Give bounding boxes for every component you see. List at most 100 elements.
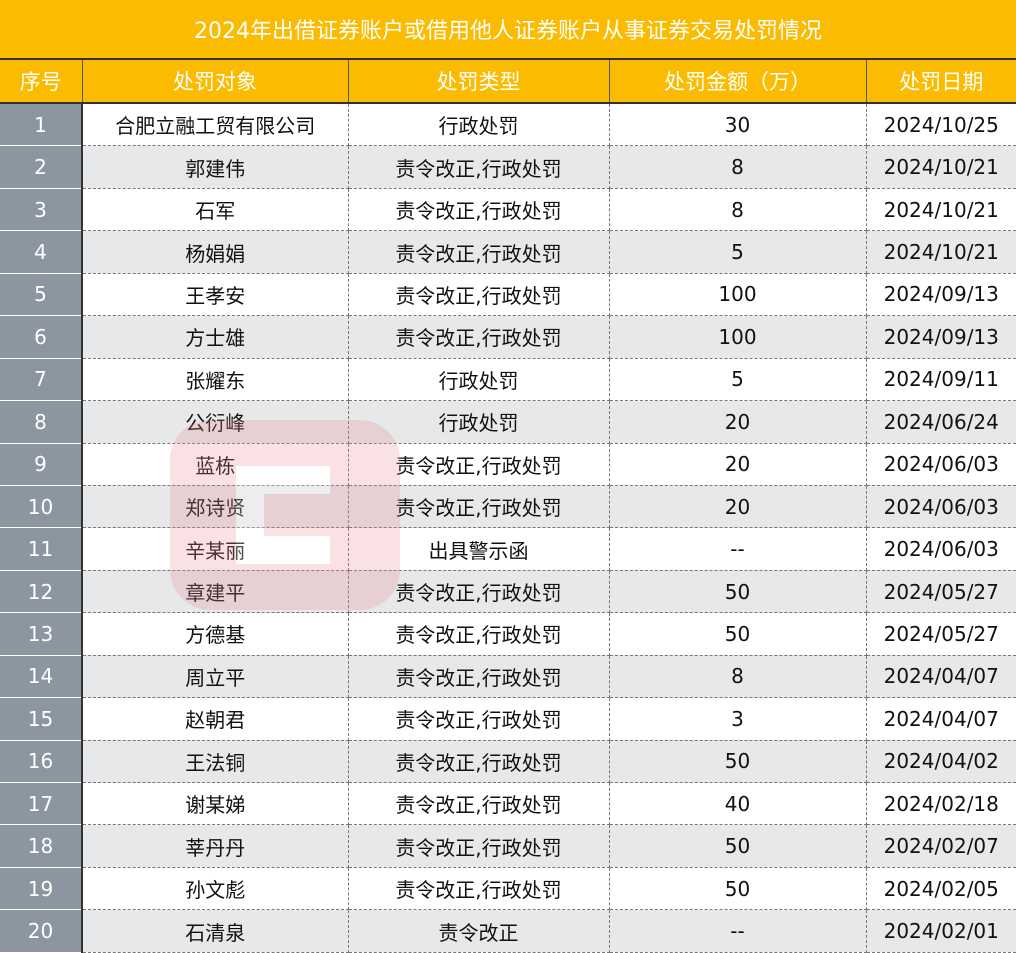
amount-cell: 50 — [609, 612, 867, 656]
row-index: 5 — [0, 273, 83, 317]
row-index: 7 — [0, 358, 83, 402]
subject-cell: 方德基 — [82, 612, 349, 656]
date-cell: 2024/02/18 — [866, 782, 1016, 826]
row-index: 11 — [0, 527, 83, 571]
subject-cell: 公衍峰 — [82, 400, 349, 444]
penalty-table: 序号 处罚对象 处罚类型 处罚金额（万） 处罚日期 1 合肥立融工贸有限公司 行政处… — [0, 60, 1016, 953]
type-cell: 责令改正,行政处罚 — [348, 867, 610, 911]
date-cell: 2024/02/07 — [866, 824, 1016, 868]
subject-cell: 王孝安 — [82, 273, 349, 317]
row-index: 18 — [0, 824, 83, 868]
table-row: 5 王孝安 责令改正,行政处罚 100 2024/09/13 — [0, 273, 1016, 317]
header-amount: 处罚金额（万） — [609, 60, 867, 104]
table-row: 14 周立平 责令改正,行政处罚 8 2024/04/07 — [0, 655, 1016, 699]
table-row: 18 莘丹丹 责令改正,行政处罚 50 2024/02/07 — [0, 824, 1016, 868]
header-type: 处罚类型 — [348, 60, 610, 104]
row-index: 3 — [0, 188, 83, 232]
subject-cell: 章建平 — [82, 570, 349, 614]
type-cell: 责令改正 — [348, 909, 610, 953]
amount-cell: 50 — [609, 867, 867, 911]
date-cell: 2024/05/27 — [866, 612, 1016, 656]
subject-cell: 合肥立融工贸有限公司 — [82, 103, 349, 147]
header-date: 处罚日期 — [866, 60, 1016, 104]
date-cell: 2024/10/25 — [866, 103, 1016, 147]
type-cell: 责令改正,行政处罚 — [348, 570, 610, 614]
header-row: 序号 处罚对象 处罚类型 处罚金额（万） 处罚日期 — [0, 60, 1016, 104]
type-cell: 责令改正,行政处罚 — [348, 230, 610, 274]
row-index: 15 — [0, 697, 83, 741]
table-row: 10 郑诗贤 责令改正,行政处罚 20 2024/06/03 — [0, 485, 1016, 529]
subject-cell: 蓝栋 — [82, 443, 349, 486]
subject-cell: 郭建伟 — [82, 145, 349, 189]
table-row: 20 石清泉 责令改正 -- 2024/02/01 — [0, 909, 1016, 953]
subject-cell: 赵朝君 — [82, 697, 349, 741]
date-cell: 2024/04/02 — [866, 740, 1016, 784]
subject-cell: 谢某娣 — [82, 782, 349, 826]
type-cell: 行政处罚 — [348, 400, 610, 444]
type-cell: 责令改正,行政处罚 — [348, 697, 610, 741]
date-cell: 2024/06/03 — [866, 527, 1016, 571]
row-index: 4 — [0, 230, 83, 274]
table-title: 2024年出借证券账户或借用他人证券账户从事证券交易处罚情况 — [0, 0, 1016, 60]
row-index: 2 — [0, 145, 83, 189]
type-cell: 行政处罚 — [348, 103, 610, 147]
amount-cell: 20 — [609, 400, 867, 444]
table-row: 8 公衍峰 行政处罚 20 2024/06/24 — [0, 400, 1016, 444]
row-index: 14 — [0, 655, 83, 699]
row-index: 19 — [0, 867, 83, 911]
header-subject: 处罚对象 — [82, 60, 349, 104]
table-row: 7 张耀东 行政处罚 5 2024/09/11 — [0, 358, 1016, 402]
amount-cell: 40 — [609, 782, 867, 826]
subject-cell: 石军 — [82, 188, 349, 232]
amount-cell: 20 — [609, 485, 867, 529]
table-row: 4 杨娟娟 责令改正,行政处罚 5 2024/10/21 — [0, 230, 1016, 274]
row-index: 12 — [0, 570, 83, 614]
row-index: 16 — [0, 740, 83, 784]
type-cell: 责令改正,行政处罚 — [348, 315, 610, 359]
amount-cell: 30 — [609, 103, 867, 147]
table-row: 12 章建平 责令改正,行政处罚 50 2024/05/27 — [0, 570, 1016, 614]
amount-cell: 8 — [609, 145, 867, 189]
table-row: 13 方德基 责令改正,行政处罚 50 2024/05/27 — [0, 612, 1016, 656]
date-cell: 2024/10/21 — [866, 230, 1016, 274]
subject-cell: 方士雄 — [82, 315, 349, 359]
amount-cell: 50 — [609, 740, 867, 784]
row-index: 9 — [0, 443, 83, 486]
subject-cell: 张耀东 — [82, 358, 349, 402]
row-index: 8 — [0, 400, 83, 444]
subject-cell: 郑诗贤 — [82, 485, 349, 529]
type-cell: 责令改正,行政处罚 — [348, 273, 610, 317]
row-index: 13 — [0, 612, 83, 656]
amount-cell: -- — [609, 527, 867, 571]
subject-cell: 石清泉 — [82, 909, 349, 953]
type-cell: 出具警示函 — [348, 527, 610, 571]
header-index: 序号 — [0, 60, 83, 104]
table-row: 2 郭建伟 责令改正,行政处罚 8 2024/10/21 — [0, 145, 1016, 189]
table-row: 16 王法铜 责令改正,行政处罚 50 2024/04/02 — [0, 740, 1016, 784]
table-row: 17 谢某娣 责令改正,行政处罚 40 2024/02/18 — [0, 782, 1016, 826]
date-cell: 2024/02/05 — [866, 867, 1016, 911]
subject-cell: 孙文彪 — [82, 867, 349, 911]
amount-cell: 3 — [609, 697, 867, 741]
date-cell: 2024/09/13 — [866, 315, 1016, 359]
subject-cell: 辛某丽 — [82, 527, 349, 571]
table-row: 6 方士雄 责令改正,行政处罚 100 2024/09/13 — [0, 315, 1016, 359]
type-cell: 责令改正,行政处罚 — [348, 145, 610, 189]
table-row: 9 蓝栋 责令改正,行政处罚 20 2024/06/03 — [0, 443, 1016, 486]
amount-cell: 8 — [609, 655, 867, 699]
table-row: 15 赵朝君 责令改正,行政处罚 3 2024/04/07 — [0, 697, 1016, 741]
amount-cell: 5 — [609, 358, 867, 402]
date-cell: 2024/06/03 — [866, 485, 1016, 529]
table-row: 3 石军 责令改正,行政处罚 8 2024/10/21 — [0, 188, 1016, 232]
amount-cell: 100 — [609, 315, 867, 359]
row-index: 10 — [0, 485, 83, 529]
date-cell: 2024/04/07 — [866, 655, 1016, 699]
type-cell: 行政处罚 — [348, 358, 610, 402]
table-row: 11 辛某丽 出具警示函 -- 2024/06/03 — [0, 527, 1016, 571]
date-cell: 2024/06/03 — [866, 443, 1016, 486]
type-cell: 责令改正,行政处罚 — [348, 485, 610, 529]
date-cell: 2024/05/27 — [866, 570, 1016, 614]
row-index: 17 — [0, 782, 83, 826]
amount-cell: 100 — [609, 273, 867, 317]
date-cell: 2024/02/01 — [866, 909, 1016, 953]
